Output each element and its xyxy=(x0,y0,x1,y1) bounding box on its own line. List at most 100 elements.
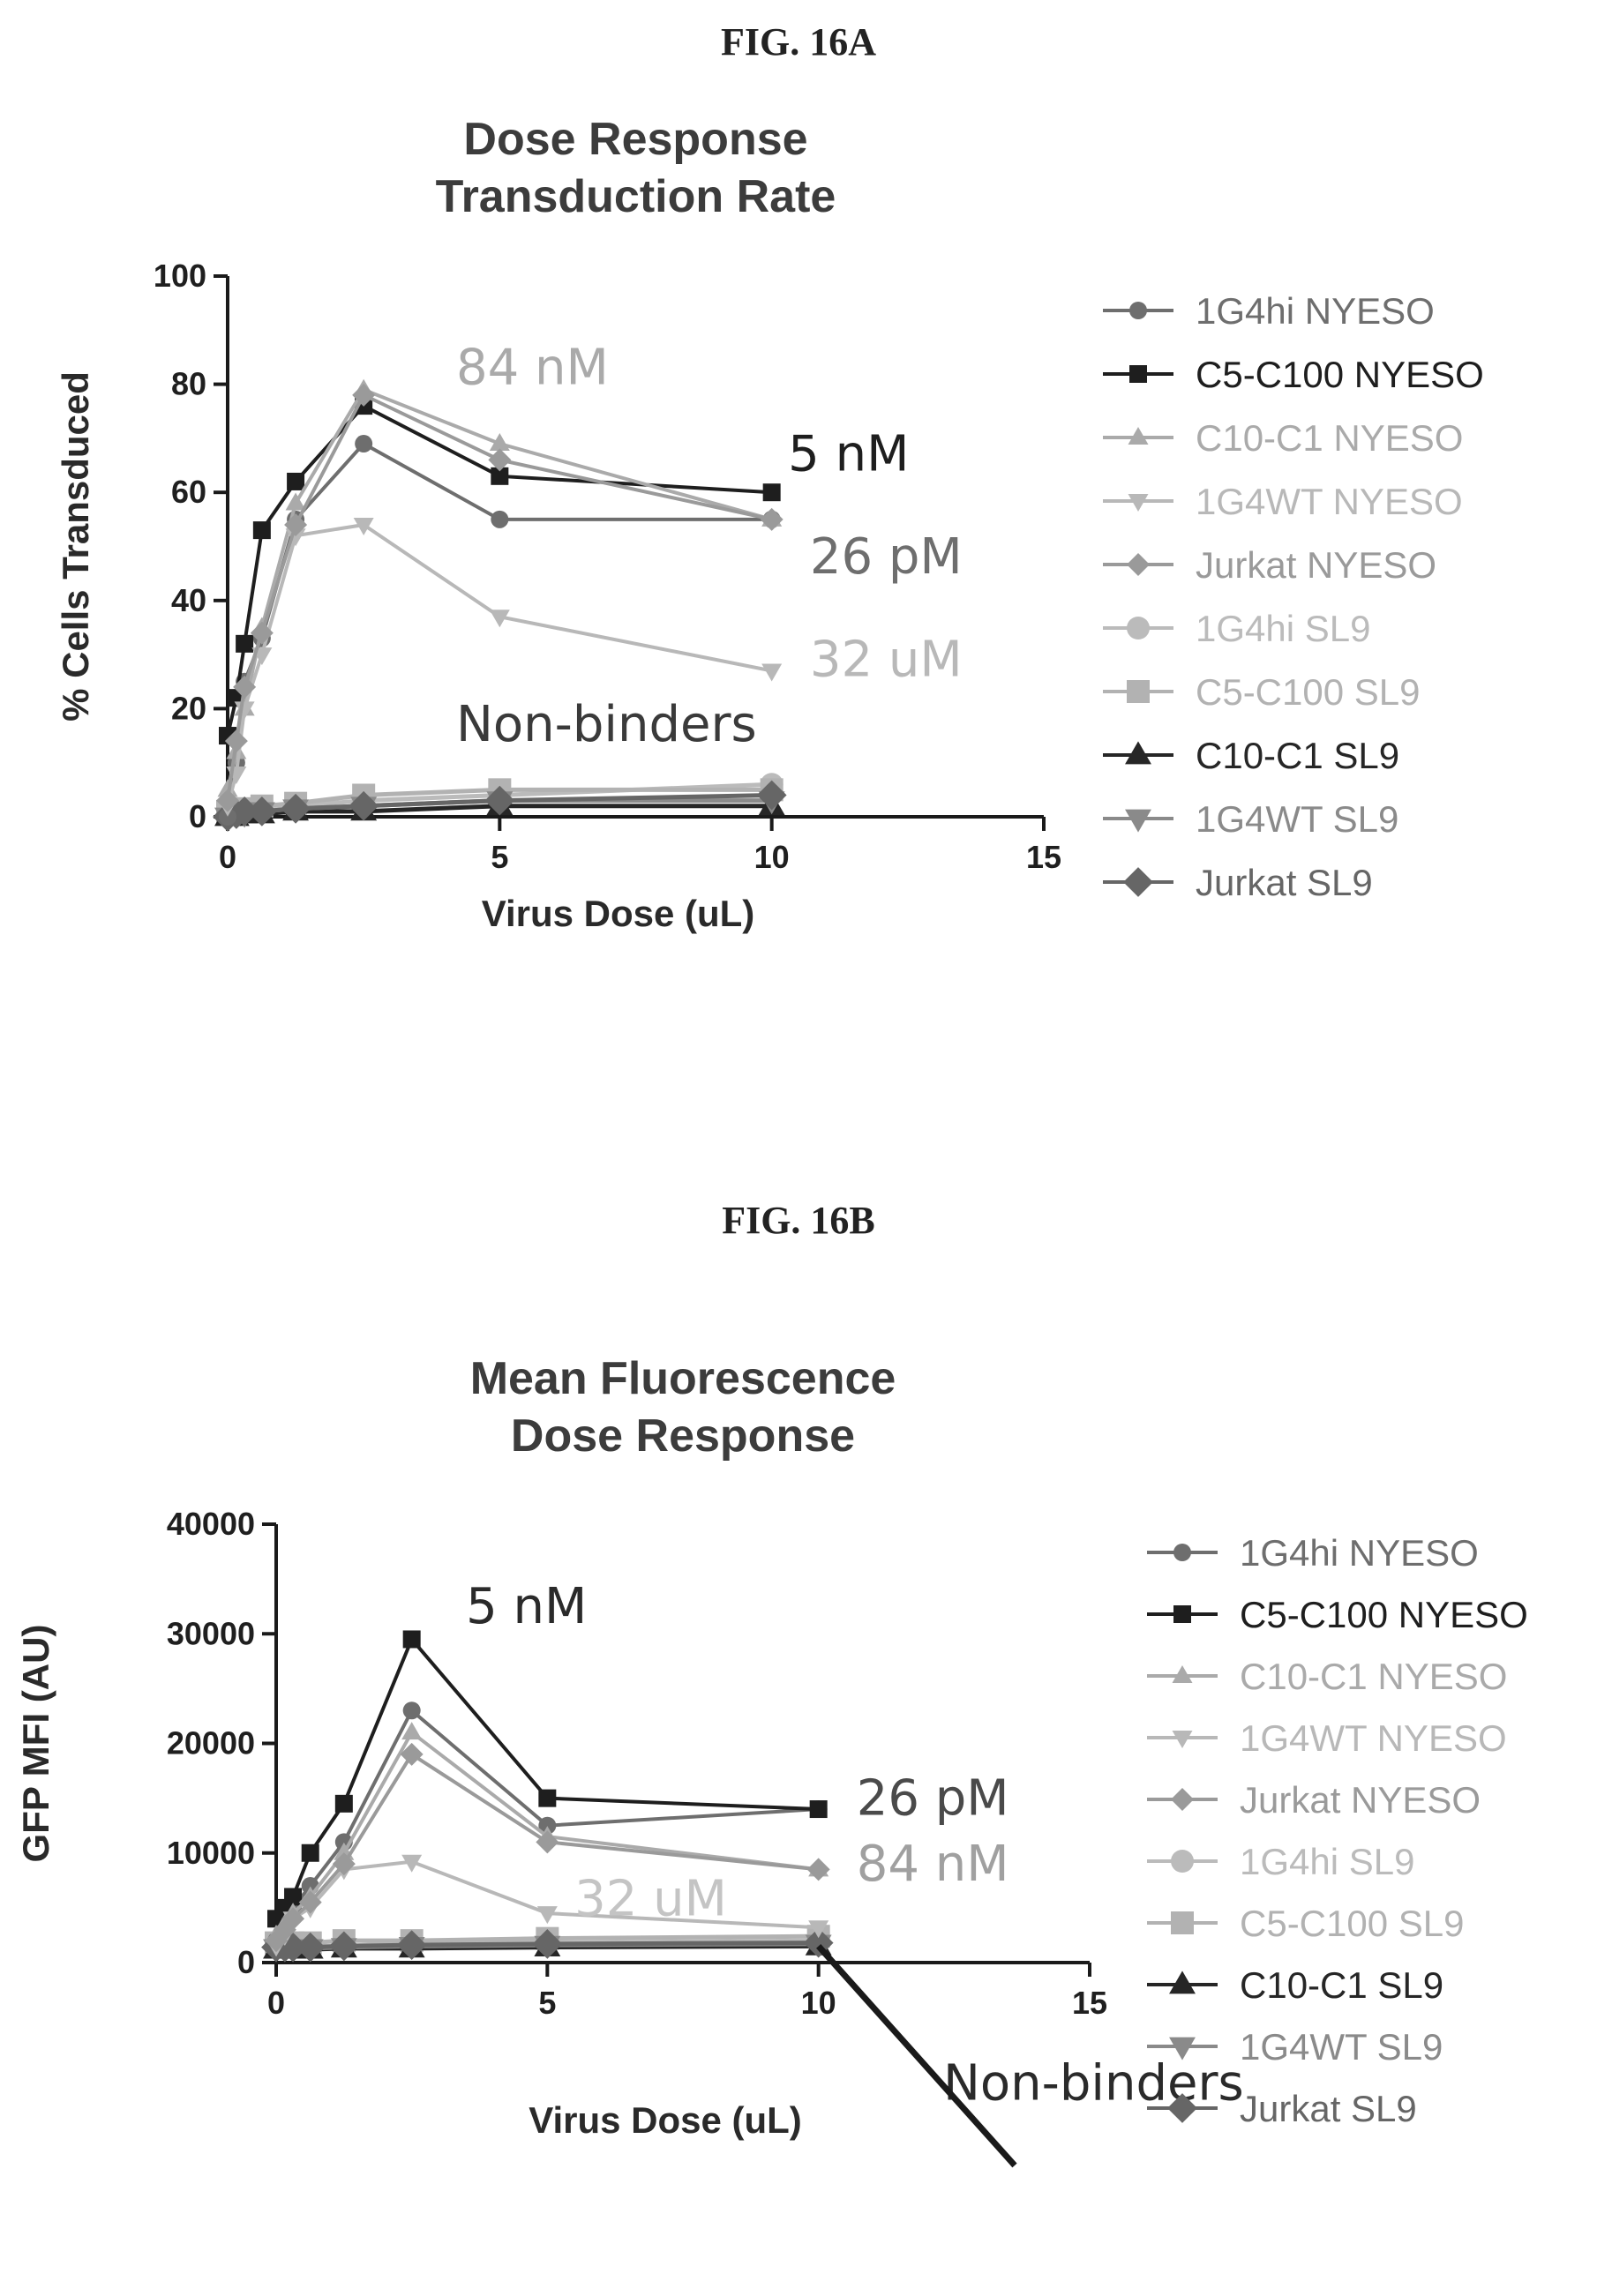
legend-marker xyxy=(1123,867,1153,897)
data-point xyxy=(216,789,239,812)
legend-label: 1G4WT SL9 xyxy=(1196,798,1398,840)
data-point xyxy=(284,512,308,536)
legend-item: Jurkat SL9 xyxy=(1103,862,1373,903)
legend-item: C5-C100 NYESO xyxy=(1147,1594,1528,1635)
x-tick-label: 0 xyxy=(267,1985,285,2021)
annotation-label: 32 uM xyxy=(810,632,963,689)
legend-label: 1G4hi SL9 xyxy=(1196,608,1370,649)
legend-item: C5-C100 NYESO xyxy=(1103,354,1484,395)
legend-marker xyxy=(1128,494,1149,512)
legend-marker xyxy=(1169,1971,1196,1994)
y-tick-label: 40000 xyxy=(167,1506,255,1542)
data-point xyxy=(402,1701,421,1720)
series-c5-c100-nyeso xyxy=(267,1630,828,1928)
non-binders-pointer xyxy=(816,1944,1017,2168)
legend-label: 1G4hi SL9 xyxy=(1240,1841,1414,1882)
legend-label: C10-C1 SL9 xyxy=(1240,1964,1443,2006)
legend-item: C5-C100 SL9 xyxy=(1147,1903,1464,1944)
data-point xyxy=(352,383,376,407)
chart-16b: Mean Fluorescence Dose Response 0 10000 2000… xyxy=(15,1353,1528,2168)
legend-marker xyxy=(1169,2037,1196,2060)
data-point xyxy=(301,1844,319,1862)
legend-label: C10-C1 NYESO xyxy=(1240,1656,1507,1697)
y-tick-label: 0 xyxy=(237,1944,255,1980)
legend-item: 1G4WT SL9 xyxy=(1147,2026,1443,2068)
data-point xyxy=(281,1907,305,1931)
y-tick-label: 40 xyxy=(171,582,206,618)
legend-label: C5-C100 NYESO xyxy=(1196,354,1484,395)
legend-item: C10-C1 NYESO xyxy=(1147,1656,1507,1697)
legend-item: 1G4WT SL9 xyxy=(1103,798,1398,840)
legend-item: C10-C1 SL9 xyxy=(1147,1964,1443,2006)
data-point xyxy=(355,435,373,453)
legend-label: C10-C1 NYESO xyxy=(1196,417,1463,459)
legend-marker xyxy=(1172,1665,1193,1683)
annotation-label: Non-binders xyxy=(943,2054,1244,2112)
legend-marker xyxy=(1128,427,1149,445)
chart-title: Transduction Rate xyxy=(436,171,836,222)
annotation-label: 26 pM xyxy=(810,528,963,586)
data-point xyxy=(284,1888,303,1906)
annotation-label: Non-binders xyxy=(456,696,757,753)
data-point xyxy=(219,808,236,826)
data-point xyxy=(233,675,257,699)
x-axis-label: Virus Dose (uL) xyxy=(529,2099,802,2141)
legend-label: Jurkat NYESO xyxy=(1196,544,1436,586)
data-point xyxy=(489,610,510,628)
data-point xyxy=(396,1930,427,1961)
x-tick-label: 5 xyxy=(491,839,508,875)
data-point xyxy=(806,1858,830,1881)
chart-title: Mean Fluorescence xyxy=(470,1353,896,1404)
data-point xyxy=(488,448,512,472)
legend-marker xyxy=(1127,553,1150,576)
legend-label: Jurkat NYESO xyxy=(1240,1779,1481,1821)
legend-label: Jurkat SL9 xyxy=(1196,862,1373,903)
legend-marker xyxy=(1172,1731,1193,1748)
legend-item: 1G4hi NYESO xyxy=(1147,1532,1479,1574)
annotation-label: 32 uM xyxy=(574,1871,727,1928)
legend-item: 1G4WT NYESO xyxy=(1147,1717,1507,1759)
data-point xyxy=(538,1816,557,1835)
legend-label: 1G4WT NYESO xyxy=(1240,1717,1507,1759)
x-tick-label: 10 xyxy=(801,1985,836,2021)
legend-label: C5-C100 SL9 xyxy=(1240,1903,1464,1944)
data-point xyxy=(809,1800,828,1819)
data-point xyxy=(250,621,274,645)
x-axis-label: Virus Dose (uL) xyxy=(482,893,755,934)
data-point xyxy=(287,472,305,490)
y-tick-label: 30000 xyxy=(167,1615,255,1651)
data-point xyxy=(489,433,510,452)
data-point xyxy=(808,1920,829,1939)
annotation-label: 5 nM xyxy=(466,1578,587,1635)
data-point xyxy=(281,793,311,824)
data-point xyxy=(401,1722,423,1740)
legend-marker xyxy=(1173,1544,1191,1561)
x-tick-label: 5 xyxy=(538,1985,556,2021)
series-line xyxy=(274,1635,819,1920)
legend-item: C10-C1 NYESO xyxy=(1103,417,1463,459)
y-axis-label: % Cells Transduced xyxy=(55,371,96,722)
legend-marker xyxy=(1127,617,1150,639)
legend-item: 1G4hi SL9 xyxy=(1147,1841,1414,1882)
legend-label: 1G4WT NYESO xyxy=(1196,481,1463,522)
data-point xyxy=(536,1906,558,1925)
annotation-label: 84 nM xyxy=(456,340,609,397)
y-tick-label: 80 xyxy=(171,366,206,402)
data-point xyxy=(234,701,255,720)
data-point xyxy=(252,521,271,540)
data-point xyxy=(762,483,781,502)
series-line xyxy=(226,522,773,807)
legend-marker xyxy=(1125,741,1151,765)
data-point xyxy=(229,796,260,826)
data-point xyxy=(246,796,277,826)
y-tick-label: 20000 xyxy=(167,1725,255,1761)
annotation-label: 26 pM xyxy=(857,1769,1009,1827)
legend-label: Jurkat SL9 xyxy=(1240,2088,1417,2129)
data-point xyxy=(328,1931,359,1962)
legend-item: 1G4WT NYESO xyxy=(1103,481,1463,522)
series-1g4wt-nyeso xyxy=(217,517,783,817)
legend-item: Jurkat SL9 xyxy=(1147,2088,1417,2129)
data-point xyxy=(402,1630,421,1649)
annotation-label: 84 nM xyxy=(857,1836,1009,1893)
chart-16a: Dose Response Transduction Rate 0 20 40 60 80 1… xyxy=(55,114,1484,934)
